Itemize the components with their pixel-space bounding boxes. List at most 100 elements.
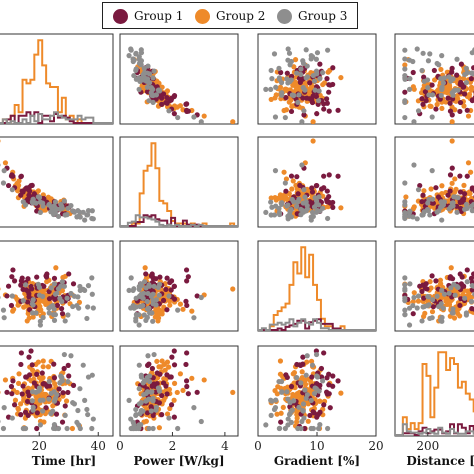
scatter-point-group-3 [68, 353, 74, 359]
scatter-point-group-1 [150, 274, 156, 280]
scatter-point-group-3 [316, 88, 322, 94]
scatter-point-group-3 [37, 397, 43, 403]
scatter-point-group-3 [299, 119, 305, 124]
scatter-point-group-1 [457, 99, 464, 106]
scatter-point-group-3 [411, 162, 417, 168]
scatter-point-group-2 [299, 369, 305, 375]
scatter-point-group-3 [439, 287, 445, 293]
scatter-point-group-2 [180, 306, 186, 312]
scatter-point-group-2 [292, 57, 299, 63]
scatter-point-group-2 [177, 301, 184, 307]
scatter-point-group-1 [326, 82, 332, 88]
scatter-point-group-1 [423, 98, 429, 104]
scatter-point-group-3 [156, 87, 162, 93]
scatter-point-group-1 [433, 106, 439, 112]
scatter-point-group-3 [415, 293, 422, 299]
scatter-point-group-2 [174, 104, 180, 110]
scatter-point-group-3 [77, 214, 83, 220]
scatter-point-group-2 [290, 178, 296, 184]
scatter-point-group-2 [167, 302, 173, 308]
scatter-point-group-3 [310, 72, 316, 79]
scatter-point-group-3 [64, 295, 70, 301]
scatter-point-group-1 [10, 267, 16, 273]
scatter-point-group-3 [156, 387, 162, 393]
scatter-point-group-3 [136, 322, 142, 328]
scatter-point-group-1 [58, 306, 65, 312]
scatter-point-group-3 [429, 297, 436, 303]
scatter-point-group-3 [65, 378, 71, 385]
scatter-point-group-3 [285, 46, 291, 52]
scatter-point-group-3 [144, 84, 150, 90]
legend-label-group-3: Group 3 [298, 9, 348, 23]
scatter-point-group-2 [174, 389, 180, 396]
scatter-point-group-1 [183, 267, 190, 273]
panel-frame [0, 33, 114, 125]
scatter-point-group-1 [468, 76, 474, 82]
scatter-point-group-3 [436, 208, 442, 214]
scatter-point-group-1 [19, 391, 25, 397]
scatter-point-group-1 [433, 185, 439, 191]
scatter-point-group-3 [145, 353, 151, 359]
scatter-point-group-1 [184, 278, 190, 284]
scatter-point-group-1 [326, 89, 332, 95]
scatter-point-group-3 [57, 380, 63, 386]
scatter-point-group-2 [180, 387, 186, 394]
scatter-point-group-3 [198, 418, 204, 425]
scatter-point-group-2 [289, 186, 295, 192]
scatter-point-group-2 [53, 265, 59, 271]
scatter-point-group-3 [287, 400, 293, 406]
scatter-point-group-3 [175, 307, 181, 313]
scatter-point-group-1 [431, 67, 437, 74]
scatter-point-group-3 [406, 86, 413, 92]
scatter-point-group-3 [316, 98, 322, 104]
scatter-point-group-1 [65, 362, 71, 368]
scatter-point-group-3 [313, 386, 319, 392]
scatter-point-group-1 [321, 101, 327, 107]
scatter-point-group-3 [276, 76, 283, 82]
scatter-point-group-3 [138, 303, 144, 310]
scatter-point-group-3 [300, 401, 307, 407]
scatter-point-group-2 [468, 87, 474, 93]
scatter-point-group-3 [65, 205, 71, 212]
legend-marker-group-2 [195, 8, 210, 24]
scatter-point-group-3 [439, 53, 445, 59]
scatter-point-group-3 [90, 416, 96, 422]
scatter-point-group-3 [439, 86, 445, 93]
scatter-point-group-2 [63, 398, 70, 404]
scatter-point-group-1 [145, 362, 151, 368]
scatter-point-group-3 [58, 201, 64, 208]
scatter-point-group-3 [272, 168, 279, 174]
scatter-point-group-3 [155, 284, 162, 291]
scatter-point-group-1 [143, 271, 149, 277]
scatter-point-group-3 [298, 66, 304, 72]
scatter-point-group-3 [414, 305, 420, 311]
scatter-point-group-3 [406, 322, 413, 328]
scatter-point-group-3 [150, 75, 156, 81]
scatter-point-group-2 [287, 87, 293, 93]
scatter-point-group-3 [302, 87, 308, 93]
scatter-point-group-3 [312, 87, 318, 93]
scatter-point-group-1 [330, 204, 336, 210]
scatter-point-group-3 [463, 312, 470, 318]
scatter-point-group-3 [411, 294, 417, 301]
x-tick-label: 200 [416, 439, 439, 453]
scatter-point-group-3 [325, 47, 331, 53]
scatter-point-group-3 [468, 298, 474, 305]
scatter-point-group-1 [156, 400, 162, 406]
scatter-point-group-2 [159, 307, 166, 314]
scatter-point-group-3 [298, 380, 304, 386]
scatter-point-group-3 [420, 304, 426, 310]
scatter-point-group-2 [461, 182, 467, 188]
scatter-point-group-2 [273, 92, 279, 98]
scatter-point-group-3 [131, 286, 137, 292]
scatter-point-group-3 [136, 86, 142, 92]
scatter-point-group-1 [278, 69, 284, 76]
scatter-point-group-3 [1, 315, 7, 321]
scatter-point-group-3 [29, 398, 35, 404]
scatter-point-group-3 [29, 199, 35, 205]
scatter-point-group-3 [150, 397, 156, 403]
scatter-point-group-3 [70, 303, 76, 310]
scatter-point-group-3 [33, 310, 39, 316]
scatter-point-group-3 [302, 387, 308, 393]
